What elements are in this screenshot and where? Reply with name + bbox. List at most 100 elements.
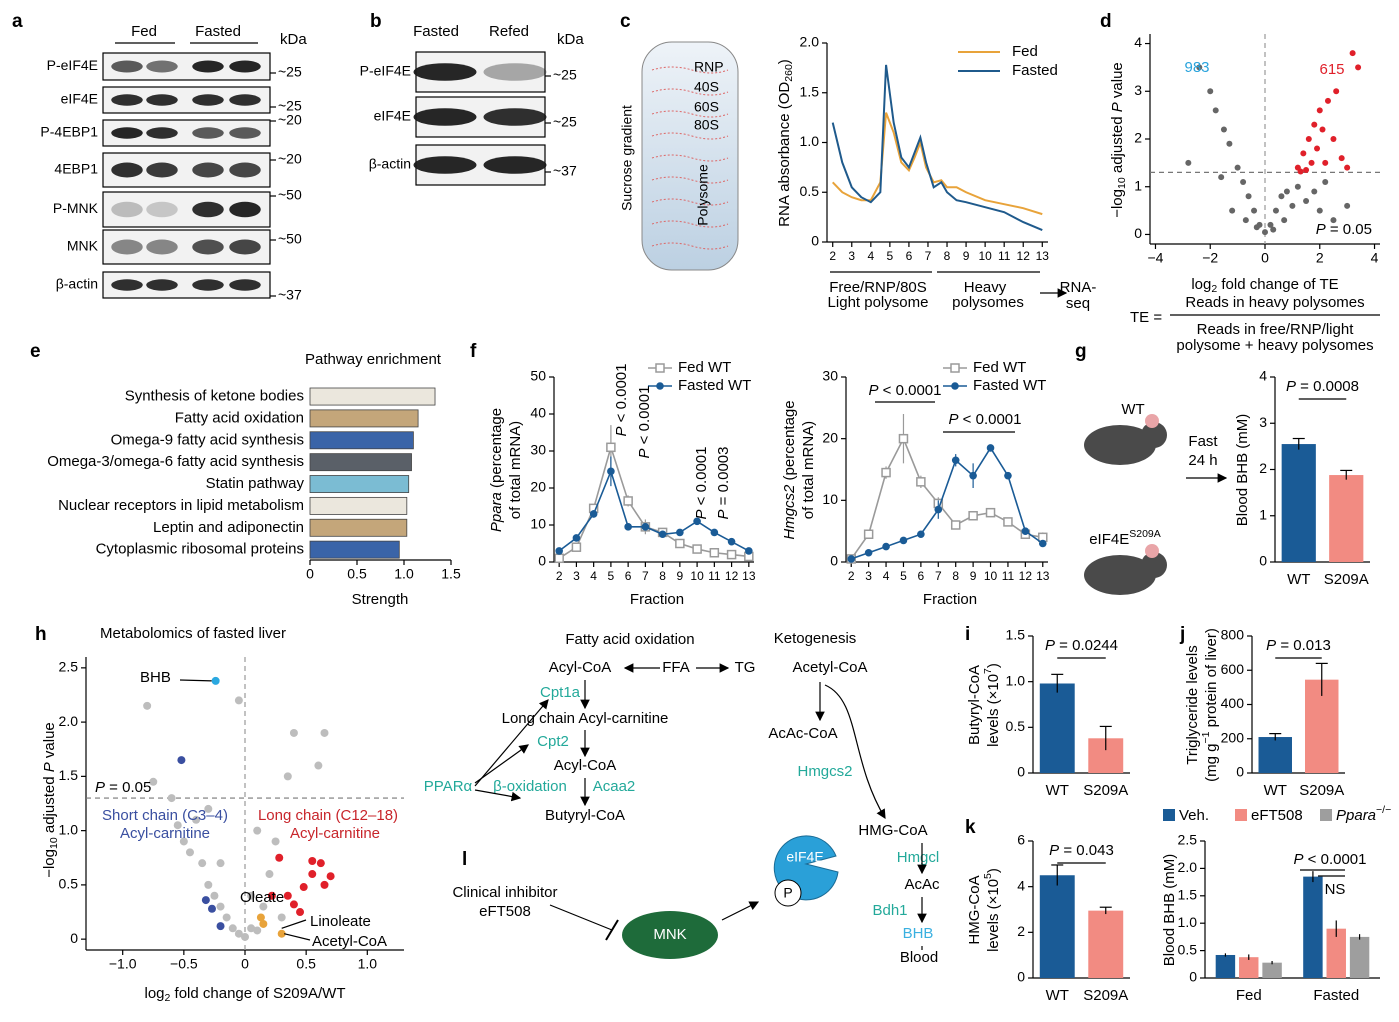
point [1262,229,1268,236]
point [1270,226,1277,233]
label-part: protein of liver) [1203,628,1220,731]
y-tick-label: 30 [530,442,546,458]
point [1240,178,1247,185]
blot-band [111,239,143,255]
point [1021,527,1030,535]
kinase [622,911,718,959]
legend-label: Fed [1012,43,1038,60]
bar [309,409,419,428]
point [1278,193,1285,200]
blot-label: P-MNK [53,200,99,216]
point [1234,164,1241,171]
x-axis-label: Strength [352,591,409,608]
legend-label: Fed WT [973,359,1026,376]
y-tick-label: 2 [1017,923,1025,939]
blot-band [146,201,178,218]
blot-band [483,108,547,126]
point [1004,471,1012,480]
blot-band [111,127,143,139]
y-tick-label: 4 [1134,34,1142,50]
line [474,699,549,787]
point [1344,202,1351,209]
y-tick-label: 2 [1134,130,1142,146]
blot-label: P-eIF4E [47,57,98,73]
y-axis-label: Blood BHB (mM) [1161,854,1178,967]
y-tick-label: 200 [1221,729,1245,745]
legend-marker [656,382,664,390]
x-tick-label: 3 [865,569,872,583]
point [641,523,650,531]
y-tick-label: 0.5 [800,183,820,199]
x-tick-label: 7 [935,569,942,583]
label-part: P [1316,221,1326,238]
formula: polysome + heavy polysomes [1176,337,1373,354]
annotation: P < 0.0001 [693,447,710,520]
point [1355,64,1362,71]
label-part: P [1109,102,1126,112]
y-tick-label: 0.5 [1006,718,1026,734]
label-part: (percentage [781,400,798,484]
blot-band [192,94,224,106]
label-part: RNA absorbance (OD [776,82,793,227]
blot-label: β-actin [369,156,411,172]
label-part: levels (×10 [985,674,1002,747]
y-tick-label: 0 [1134,225,1142,241]
point [253,826,262,835]
point [283,891,292,900]
treatment: Fast [1188,433,1218,450]
panel-letter: i [965,624,970,645]
y-tick-label: 1.5 [800,83,820,99]
line [605,919,619,941]
y-axis-label: (mg g−1 protein of liver) [1200,628,1220,782]
y-tick-label: 1.5 [1178,887,1198,903]
point [179,837,188,846]
series-line [831,64,1043,231]
annotation: P < 0.0001 [1294,851,1367,868]
point [1294,183,1301,190]
y-tick-label: 2.5 [59,659,79,675]
y-axis-label: −log10 adjusted P value [1109,62,1128,218]
x-tick-label: 0 [241,956,249,972]
y-axis-label: −log10 adjusted P value [41,722,60,878]
point [554,553,564,564]
group-label: polysomes [952,294,1024,311]
point [693,517,701,526]
annotation: 615 [1319,61,1344,78]
marker-label: ~37 [278,287,302,303]
point [571,542,582,552]
label-part: = 0.013 [1276,637,1331,654]
point [1038,539,1047,548]
line [283,933,311,941]
panel-letter: h [35,624,47,645]
bar [309,540,400,559]
enzyme: β-oxidation [493,778,567,795]
blot-band [192,279,224,291]
y-tick-label: 50 [530,368,546,384]
x-tick-label: 0 [1261,250,1269,266]
point [950,520,961,530]
label-part: levels (×10 [985,879,1002,952]
x-tick-label: 2 [848,569,855,583]
blot-band [413,156,477,174]
point [847,555,856,563]
mouse-label: eIF4ES209A [1089,528,1161,548]
point [1303,167,1310,174]
y-tick-label: 1.5 [1006,627,1026,643]
label-part: log [1191,276,1211,293]
label-part: 2 [165,992,171,1004]
point [1330,217,1337,224]
point [143,701,152,710]
pathway-node: Acetyl-CoA [792,659,867,676]
y-tick-label: 1.0 [800,133,820,149]
x-tick-label: 1.0 [358,956,378,972]
group-label: Fasted [413,23,459,40]
annotation: P = 0.0244 [1045,637,1118,654]
point [289,728,298,737]
gradient-layer [651,154,729,162]
annotation: P = 0.0003 [715,447,732,520]
panel-letter: a [12,11,23,32]
blot-band [111,279,143,291]
y-tick-label: 4 [1259,368,1267,384]
point [1226,140,1233,147]
y-tick-label: 0 [1236,764,1244,780]
